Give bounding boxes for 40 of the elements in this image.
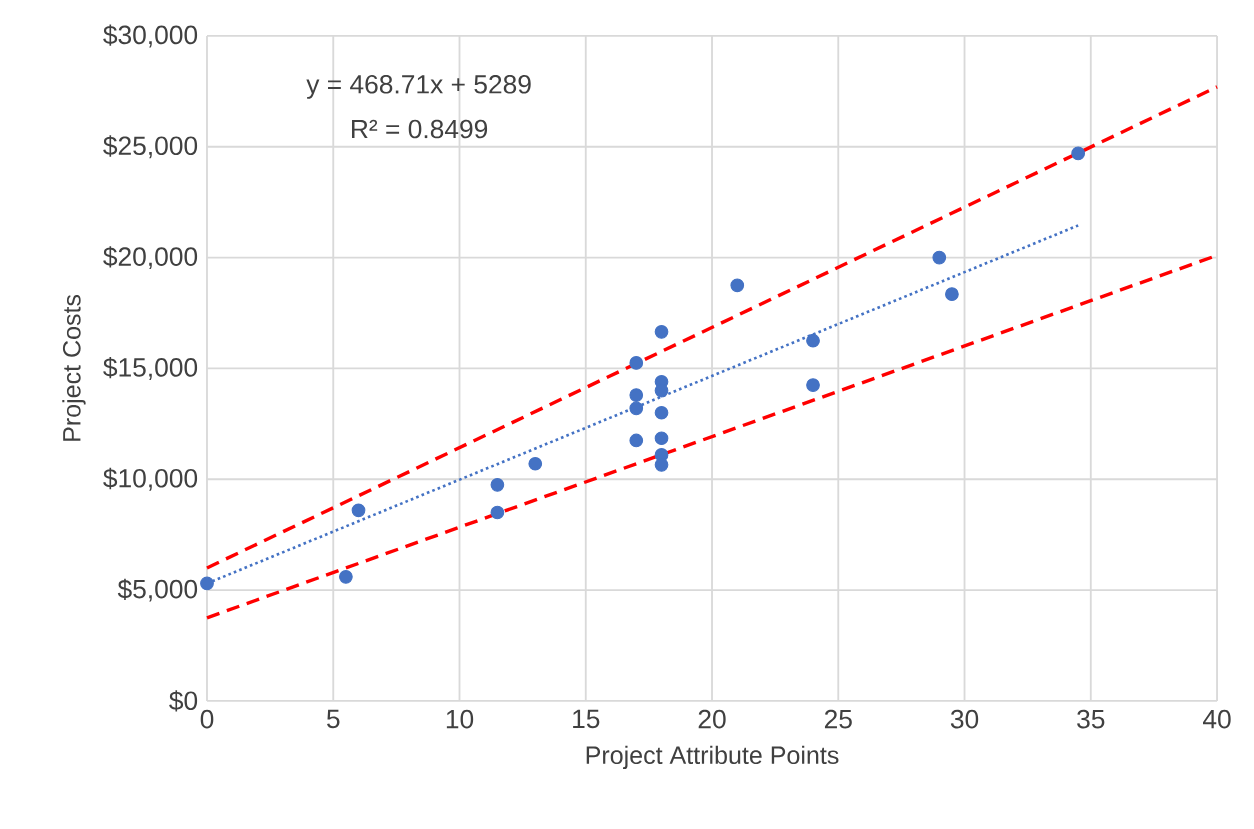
y-tick-label: $5,000 — [117, 578, 198, 602]
point — [629, 433, 644, 448]
point — [945, 287, 959, 302]
x-tick-label: 5 — [327, 709, 340, 729]
x-tick-label: 35 — [1077, 709, 1105, 729]
point — [1071, 146, 1086, 161]
annotation: R² = 0.8499 — [352, 119, 488, 139]
point — [806, 378, 820, 392]
x-tick-label: 20 — [698, 709, 726, 729]
x-tick-label: 10 — [446, 709, 474, 729]
y-tick-label: $0 — [169, 690, 198, 712]
y-tick-label: $25,000 — [103, 135, 198, 159]
y-tick-label: $15,000 — [103, 357, 198, 380]
point — [200, 576, 214, 591]
point — [654, 325, 669, 339]
point — [629, 401, 644, 416]
x-tick-label: 0 — [200, 709, 214, 729]
x-tick-label: 25 — [824, 709, 852, 729]
y-tick-label: $10,000 — [103, 467, 198, 491]
point — [629, 388, 644, 402]
point — [654, 405, 669, 420]
x-axis-title: Project Attribute Points — [586, 745, 839, 770]
point — [528, 456, 543, 471]
point — [490, 505, 505, 520]
point — [654, 458, 669, 472]
point — [629, 356, 644, 370]
x-tick-label: 40 — [1203, 709, 1231, 729]
x-tick-label: 30 — [950, 709, 979, 729]
point — [351, 503, 366, 518]
point — [339, 569, 353, 584]
y-tick-label: $30,000 — [103, 24, 198, 48]
point — [730, 278, 745, 293]
point — [932, 250, 947, 265]
annotation: y = 468.71x + 5289 — [306, 74, 531, 99]
y-tick-label: $20,000 — [103, 246, 198, 270]
point — [806, 333, 820, 348]
point — [490, 477, 505, 492]
y-axis-title: Project Costs — [62, 294, 86, 441]
point — [654, 431, 669, 446]
x-tick-label: 15 — [573, 709, 600, 729]
